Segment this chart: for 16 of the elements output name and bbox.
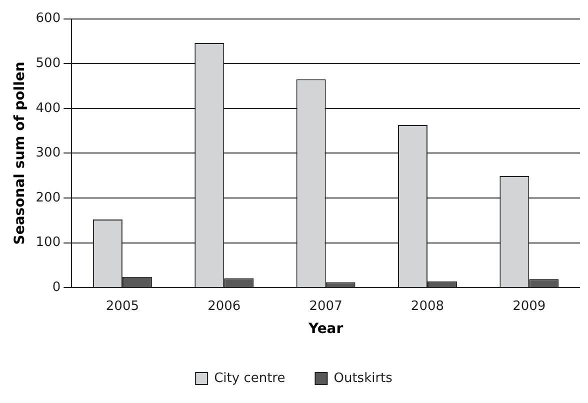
y-tick-label: 300: [36, 146, 61, 161]
y-tick-label: 100: [36, 235, 61, 250]
y-tick-label: 200: [36, 190, 61, 206]
y-tick-label: 500: [36, 56, 61, 71]
legend-label: City centre: [214, 370, 286, 386]
legend-label: Outskirts: [334, 370, 393, 386]
y-tick-label: 600: [36, 11, 61, 26]
x-tick-label: 2007: [309, 298, 342, 314]
x-tick-label: 2005: [106, 298, 139, 314]
x-tick-label: 2008: [410, 298, 444, 314]
x-tick-label: 2006: [208, 298, 241, 314]
x-axis-title: Year: [307, 321, 344, 338]
x-tick-label: 2009: [512, 298, 546, 314]
y-tick-label: 400: [36, 100, 61, 116]
y-tick-label: 0: [52, 280, 61, 295]
y-axis-title: Seasonal sum of pollen: [12, 62, 28, 245]
